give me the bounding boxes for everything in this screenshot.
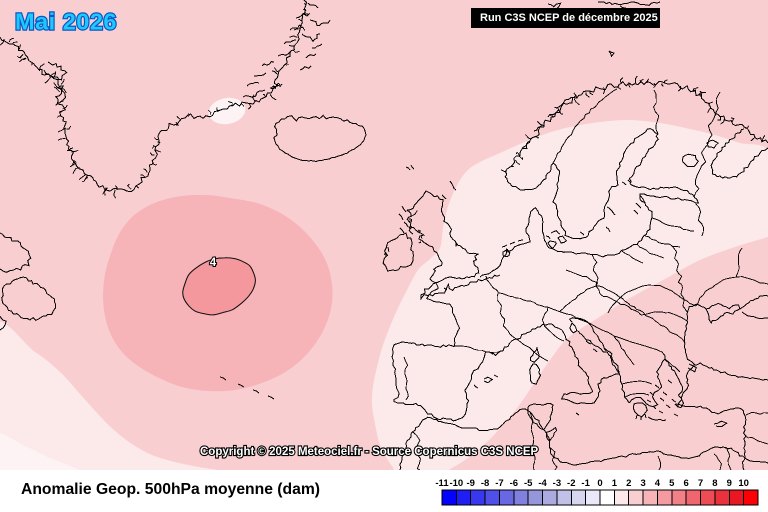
svg-text:-1: -1 bbox=[581, 478, 590, 489]
svg-text:5: 5 bbox=[669, 478, 675, 489]
svg-text:-3: -3 bbox=[553, 478, 561, 489]
svg-text:10: 10 bbox=[738, 478, 749, 489]
svg-text:9: 9 bbox=[727, 478, 732, 489]
svg-text:4: 4 bbox=[655, 478, 661, 489]
svg-text:-6: -6 bbox=[510, 478, 518, 489]
svg-text:-8: -8 bbox=[481, 478, 489, 489]
svg-text:4: 4 bbox=[210, 257, 217, 269]
svg-text:Copyright © 2025 Meteociel.fr: Copyright © 2025 Meteociel.fr - Source C… bbox=[200, 446, 539, 458]
svg-text:-10: -10 bbox=[449, 478, 463, 489]
svg-text:2: 2 bbox=[626, 478, 631, 489]
svg-text:-11: -11 bbox=[435, 478, 449, 489]
svg-text:7: 7 bbox=[698, 478, 703, 489]
svg-text:-4: -4 bbox=[538, 478, 547, 489]
svg-text:0: 0 bbox=[597, 478, 602, 489]
svg-text:6: 6 bbox=[684, 478, 689, 489]
svg-text:-5: -5 bbox=[524, 478, 533, 489]
svg-text:-2: -2 bbox=[567, 478, 575, 489]
svg-text:1: 1 bbox=[612, 478, 618, 489]
svg-text:Mai 2026: Mai 2026 bbox=[15, 9, 117, 35]
svg-text:-9: -9 bbox=[467, 478, 475, 489]
svg-text:8: 8 bbox=[712, 478, 717, 489]
svg-text:3: 3 bbox=[640, 478, 645, 489]
svg-text:-7: -7 bbox=[495, 478, 503, 489]
